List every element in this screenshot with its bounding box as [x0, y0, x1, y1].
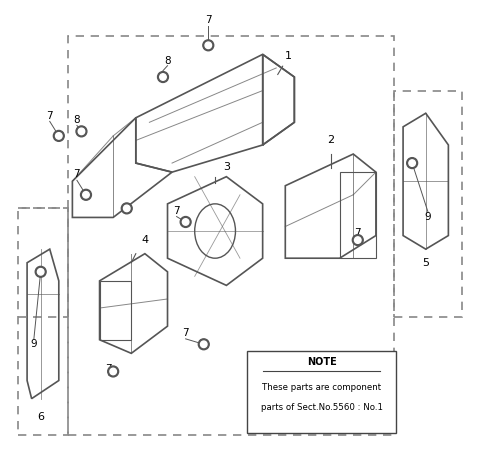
- Circle shape: [205, 42, 212, 48]
- Circle shape: [37, 269, 44, 275]
- Circle shape: [121, 203, 132, 214]
- Circle shape: [83, 192, 89, 198]
- Text: These parts are component: These parts are component: [262, 383, 381, 392]
- Circle shape: [76, 126, 87, 137]
- Circle shape: [203, 40, 214, 51]
- Text: NOTE: NOTE: [307, 357, 336, 367]
- Circle shape: [201, 341, 207, 347]
- Circle shape: [108, 366, 119, 377]
- Text: 9: 9: [31, 339, 37, 349]
- Text: 7: 7: [105, 364, 112, 374]
- Text: 7: 7: [47, 111, 53, 120]
- Circle shape: [157, 72, 168, 82]
- Circle shape: [110, 368, 117, 375]
- Text: 7: 7: [354, 228, 361, 238]
- Text: 7: 7: [182, 328, 189, 338]
- Circle shape: [123, 205, 130, 212]
- Text: 2: 2: [327, 135, 334, 145]
- Circle shape: [352, 235, 363, 246]
- Circle shape: [355, 237, 361, 243]
- Circle shape: [409, 160, 415, 166]
- Circle shape: [407, 158, 418, 169]
- Circle shape: [56, 133, 62, 139]
- FancyBboxPatch shape: [247, 351, 396, 433]
- Text: parts of Sect.No.5560 : No.1: parts of Sect.No.5560 : No.1: [261, 403, 383, 412]
- Circle shape: [53, 130, 64, 141]
- Text: 7: 7: [173, 206, 180, 216]
- Circle shape: [198, 339, 209, 350]
- Circle shape: [81, 189, 91, 200]
- Bar: [99, 281, 132, 340]
- Circle shape: [160, 74, 166, 80]
- Circle shape: [35, 266, 46, 277]
- Text: 4: 4: [141, 235, 148, 245]
- Text: 7: 7: [73, 169, 80, 179]
- Text: 8: 8: [164, 56, 171, 66]
- Circle shape: [78, 128, 84, 135]
- Bar: [68, 36, 394, 435]
- Text: 7: 7: [205, 15, 212, 25]
- Circle shape: [180, 217, 191, 227]
- Bar: [394, 91, 462, 317]
- Text: 1: 1: [277, 51, 292, 75]
- Bar: [340, 172, 376, 258]
- Text: 6: 6: [37, 412, 44, 422]
- Circle shape: [182, 219, 189, 225]
- Text: 9: 9: [425, 212, 432, 222]
- Text: 5: 5: [422, 258, 429, 268]
- Bar: [18, 208, 68, 435]
- Text: 8: 8: [73, 115, 80, 125]
- Text: 3: 3: [223, 162, 230, 172]
